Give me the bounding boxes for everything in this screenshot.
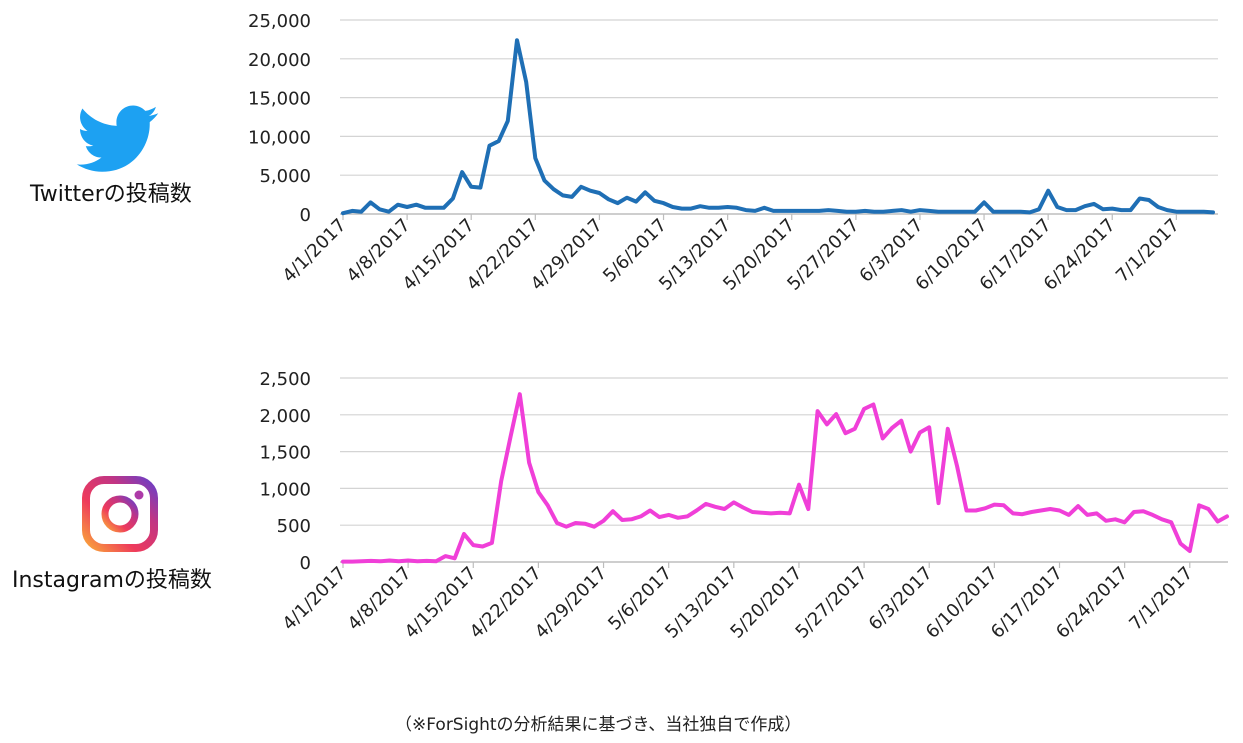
instagram-y-tick-label: 2,500 bbox=[259, 369, 311, 390]
twitter-bird-icon bbox=[76, 105, 159, 172]
instagram-y-tick-label: 2,000 bbox=[259, 406, 311, 427]
twitter-series-line bbox=[341, 38, 1215, 216]
instagram-y-tick-label: 0 bbox=[300, 553, 311, 574]
instagram-camera-icon bbox=[82, 476, 158, 552]
twitter-y-tick-label: 0 bbox=[300, 205, 311, 226]
twitter-post-chart: 05,00010,00015,00020,00025,0004/1/20174/… bbox=[248, 11, 1218, 295]
twitter-y-tick-label: 15,000 bbox=[248, 89, 311, 110]
instagram-y-tick-label: 1,000 bbox=[259, 479, 311, 500]
twitter-y-tick-label: 25,000 bbox=[248, 11, 311, 32]
twitter-y-tick-label: 20,000 bbox=[248, 50, 311, 71]
twitter-y-tick-label: 10,000 bbox=[248, 127, 311, 148]
instagram-posts-label: Instagramの投稿数 bbox=[12, 568, 212, 593]
instagram-series-line bbox=[341, 392, 1229, 564]
source-footnote: （※ForSightの分析結果に基づき、当社独自で作成） bbox=[395, 715, 802, 735]
twitter-y-tick-label: 5,000 bbox=[259, 166, 311, 187]
twitter-x-tick-label: 4/1/2017 bbox=[279, 215, 351, 287]
instagram-y-tick-label: 1,500 bbox=[259, 443, 311, 464]
instagram-post-chart: 05001,0001,5002,0002,5004/1/20174/8/2017… bbox=[259, 369, 1229, 643]
twitter-posts-label: Twitterの投稿数 bbox=[30, 182, 192, 207]
instagram-y-tick-label: 500 bbox=[277, 516, 311, 537]
instagram-x-tick-label: 7/1/2017 bbox=[1125, 563, 1197, 635]
twitter-x-tick-label: 7/1/2017 bbox=[1112, 215, 1184, 287]
instagram-x-tick-label: 4/1/2017 bbox=[279, 563, 351, 635]
